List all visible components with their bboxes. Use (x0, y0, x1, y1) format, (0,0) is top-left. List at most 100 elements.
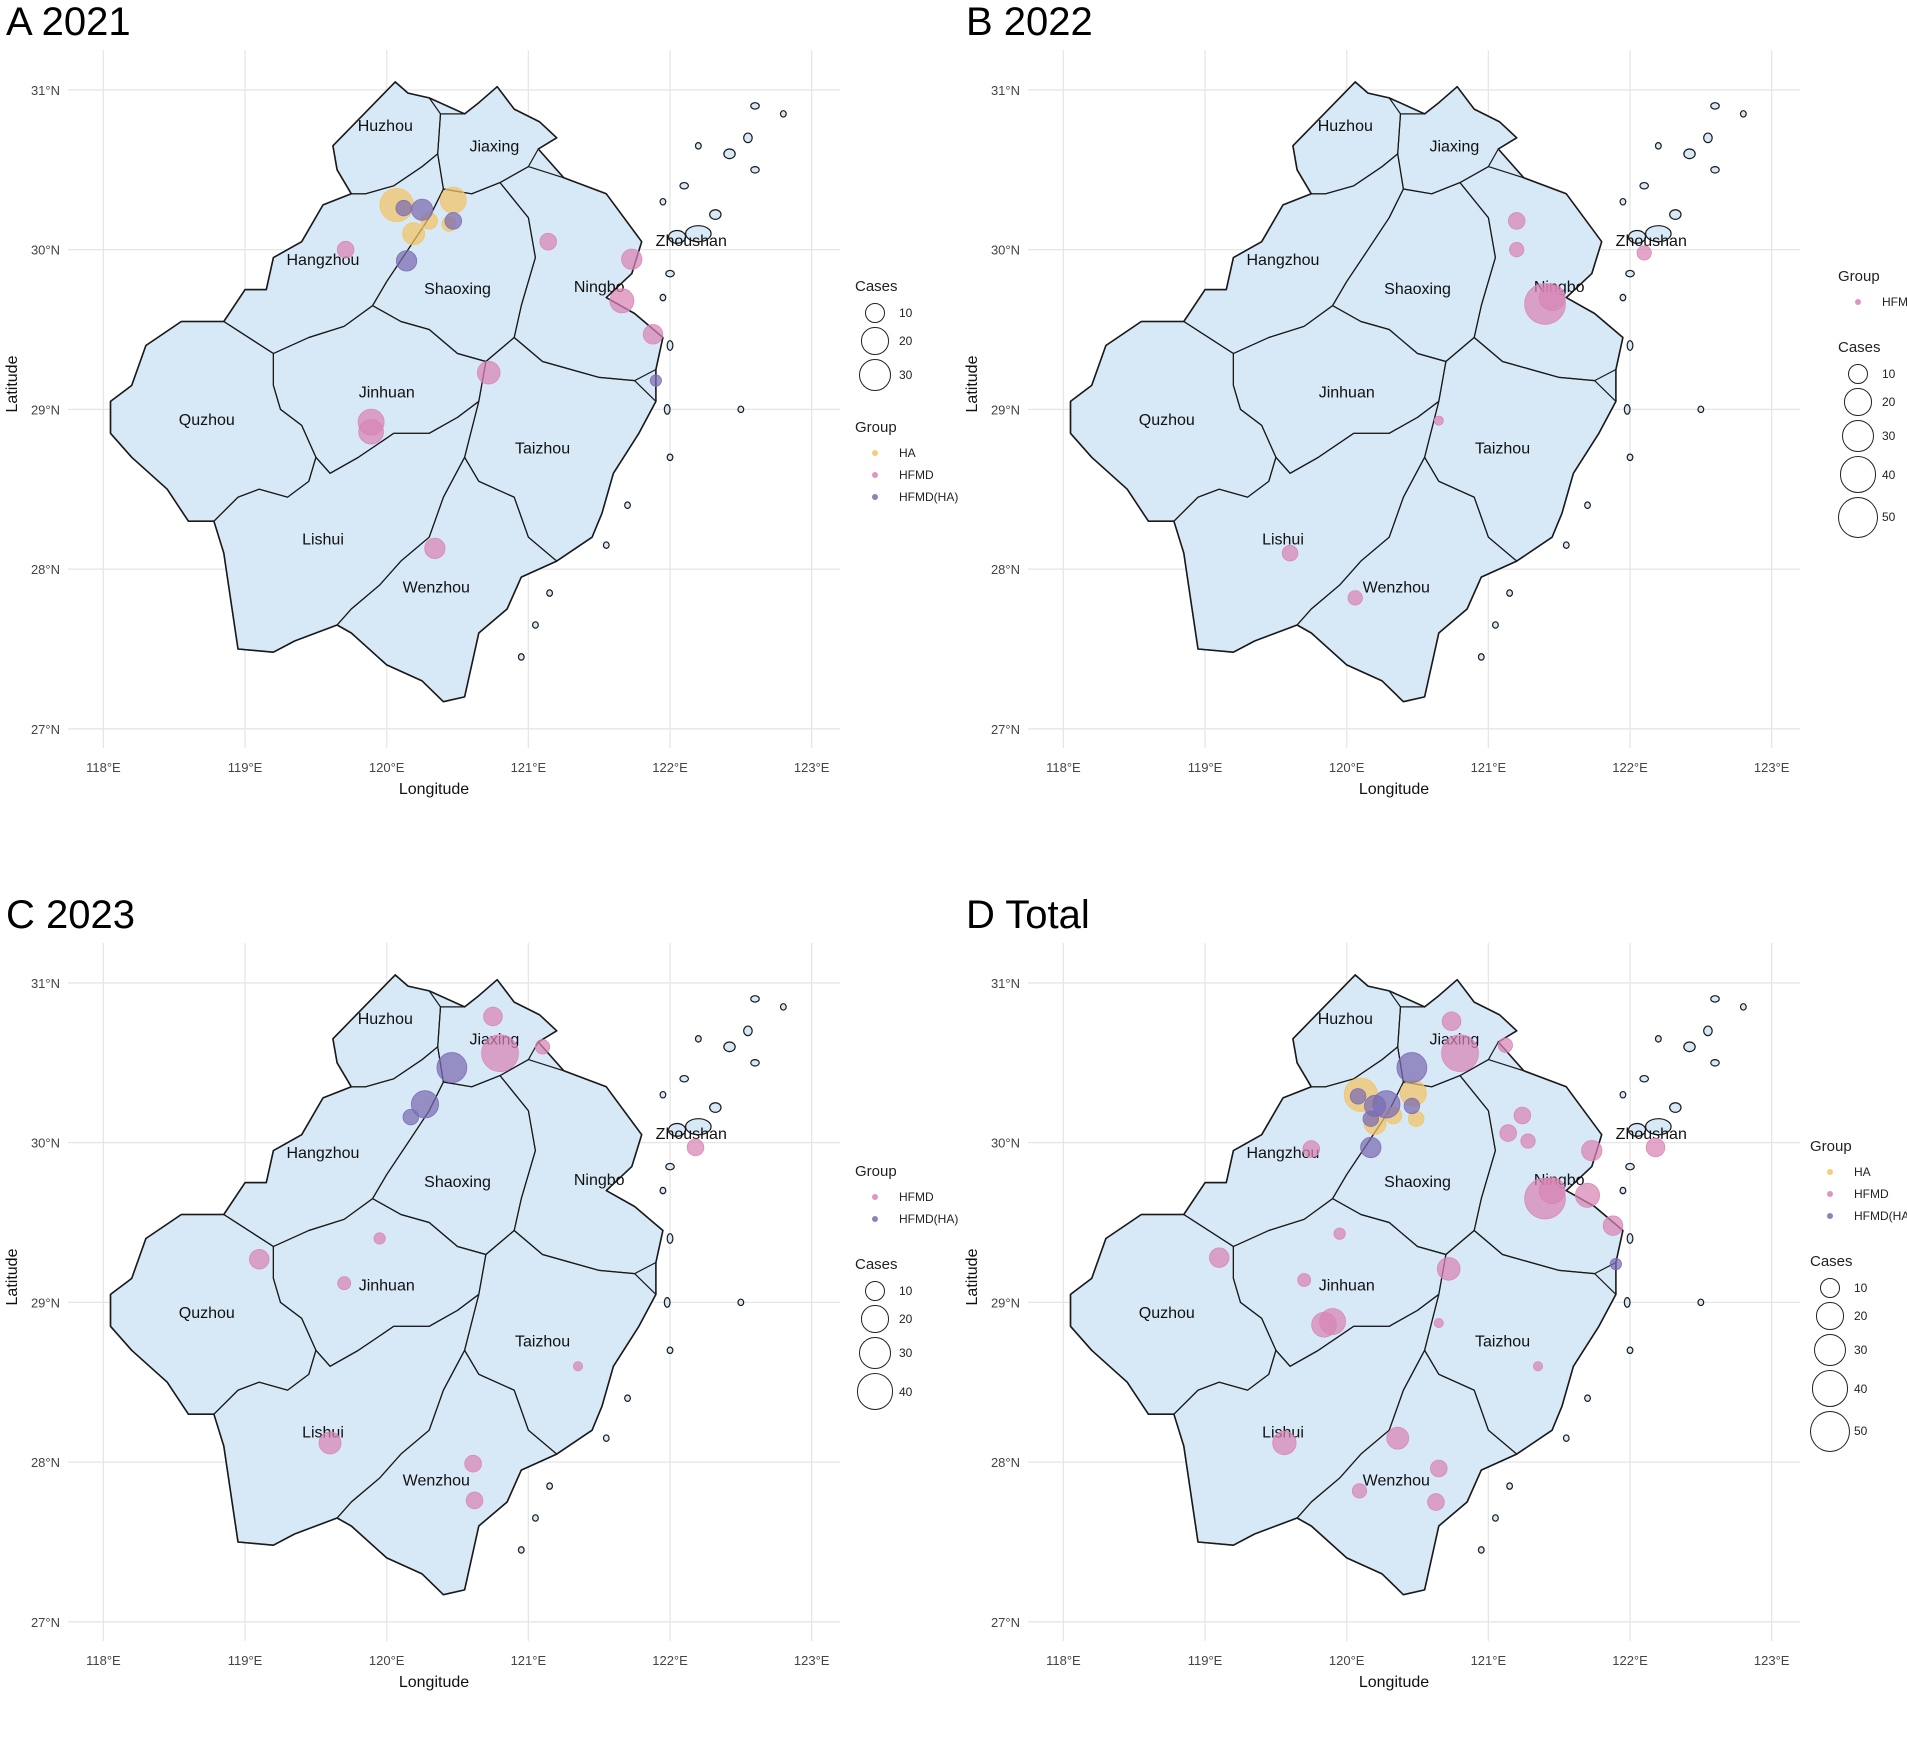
case-point (476, 360, 501, 385)
region-label: Shaoxing (424, 281, 491, 298)
case-point (1532, 1361, 1543, 1372)
island (679, 1074, 690, 1083)
province-outline (109, 81, 664, 703)
island (663, 1296, 671, 1308)
case-point (410, 1090, 439, 1119)
cases-size-symbol (1838, 497, 1878, 538)
group-legend-item: HFMD (855, 464, 958, 486)
region-label: Lishui (302, 532, 344, 549)
case-point (1349, 1088, 1367, 1105)
island (1626, 1346, 1634, 1355)
case-point (395, 250, 418, 272)
region-label: Wenzhou (403, 1472, 470, 1489)
cases-legend-item: 10 (855, 1279, 958, 1303)
island (1697, 405, 1705, 414)
case-point (436, 1052, 468, 1083)
x-axis-label: Longitude (1359, 1674, 1429, 1691)
island (1477, 653, 1485, 661)
island (1506, 1482, 1514, 1490)
region-label: Jinhuan (359, 385, 415, 402)
cases-legend-title: Cases (1810, 1253, 1853, 1270)
island (659, 1186, 667, 1195)
cases-legend-label: 30 (899, 1345, 913, 1360)
island (663, 403, 671, 415)
island (517, 1546, 525, 1554)
x-tick-label: 121°E (1471, 760, 1507, 775)
island (750, 995, 760, 1003)
case-point (1360, 1136, 1382, 1159)
case-point (1433, 415, 1444, 426)
y-tick-label: 31°N (31, 83, 60, 98)
cases-legend-label: 30 (899, 367, 913, 382)
region-label: Ningbo (574, 279, 625, 296)
island (666, 1346, 674, 1355)
map-plot-c: HuzhouJiaxingHangzhouShaoxingNingboZhous… (4, 943, 840, 1691)
island (665, 1162, 675, 1171)
x-tick-label: 122°E (652, 1653, 688, 1668)
group-legend-title: Group (855, 1163, 897, 1180)
cases-legend-label: 20 (1854, 1309, 1868, 1324)
region-label: Jinhuan (1319, 385, 1375, 402)
case-point (424, 537, 446, 559)
island (1492, 621, 1499, 629)
cases-size-symbol (861, 1305, 889, 1333)
x-axis-label: Longitude (399, 781, 469, 798)
region-label: Huzhou (358, 1011, 413, 1028)
cases-size-symbol (864, 1281, 886, 1302)
island (1477, 1546, 1485, 1554)
case-point (411, 198, 434, 221)
island (679, 181, 690, 190)
cases-legend-label: 10 (899, 306, 913, 321)
panel-title: A 2021 (6, 0, 131, 44)
island (750, 165, 760, 174)
island (1683, 1041, 1696, 1053)
group-legend-label: HFMD (1882, 295, 1907, 309)
island (743, 1025, 753, 1037)
case-points (336, 186, 664, 559)
cases-legend-item: 50 (1838, 495, 1907, 540)
map-panel-c: HuzhouJiaxingHangzhouShaoxingNingboZhous… (0, 893, 958, 1739)
case-point (642, 324, 664, 345)
cases-legend-label: 40 (899, 1384, 913, 1399)
cases-size-symbol (1816, 1302, 1844, 1330)
cases-size-symbol (858, 358, 892, 392)
y-tick-label: 28°N (991, 562, 1020, 577)
land (1069, 974, 1747, 1596)
group-legend-label: HA (899, 446, 916, 461)
case-point (1403, 1097, 1421, 1115)
region-label: Shaoxing (1384, 281, 1451, 298)
case-point (1351, 1483, 1368, 1499)
group-swatch (872, 1216, 878, 1222)
island (1623, 1296, 1631, 1308)
y-tick-label: 31°N (991, 976, 1020, 991)
cases-legend: Cases 10 20 30 40 50 (1810, 1253, 1907, 1454)
case-point (1581, 1140, 1603, 1162)
case-point (1520, 1133, 1536, 1149)
group-legend-item: HA (1810, 1161, 1907, 1183)
y-tick-label: 29°N (31, 1295, 60, 1310)
island (1654, 142, 1662, 150)
island (546, 1482, 554, 1490)
region-label: Jiaxing (1429, 139, 1479, 156)
group-swatch (1827, 1191, 1833, 1197)
y-axis-label: Latitude (964, 1248, 981, 1305)
cases-legend-label: 10 (1854, 1281, 1868, 1296)
legend: Cases 10 20 30 Group HA HFMD HFMD(HA) (855, 278, 958, 534)
x-tick-label: 122°E (652, 760, 688, 775)
cases-legend-item: 20 (1810, 1300, 1907, 1331)
x-tick-label: 123°E (1754, 760, 1790, 775)
island (659, 1090, 667, 1099)
island (1562, 1434, 1570, 1442)
group-swatch (872, 1194, 878, 1200)
region-label: Quzhou (1139, 1305, 1195, 1322)
map-panel-b: HuzhouJiaxingHangzhouShaoxingNingboZhous… (960, 0, 1907, 846)
island (1619, 197, 1627, 206)
island (1619, 1090, 1627, 1099)
region-label: Hangzhou (286, 1145, 359, 1162)
x-tick-label: 119°E (228, 1653, 263, 1668)
case-point (444, 212, 463, 230)
region-label: Jinhuan (359, 1278, 415, 1295)
region-label: Jinhuan (1319, 1278, 1375, 1295)
island (659, 197, 667, 206)
